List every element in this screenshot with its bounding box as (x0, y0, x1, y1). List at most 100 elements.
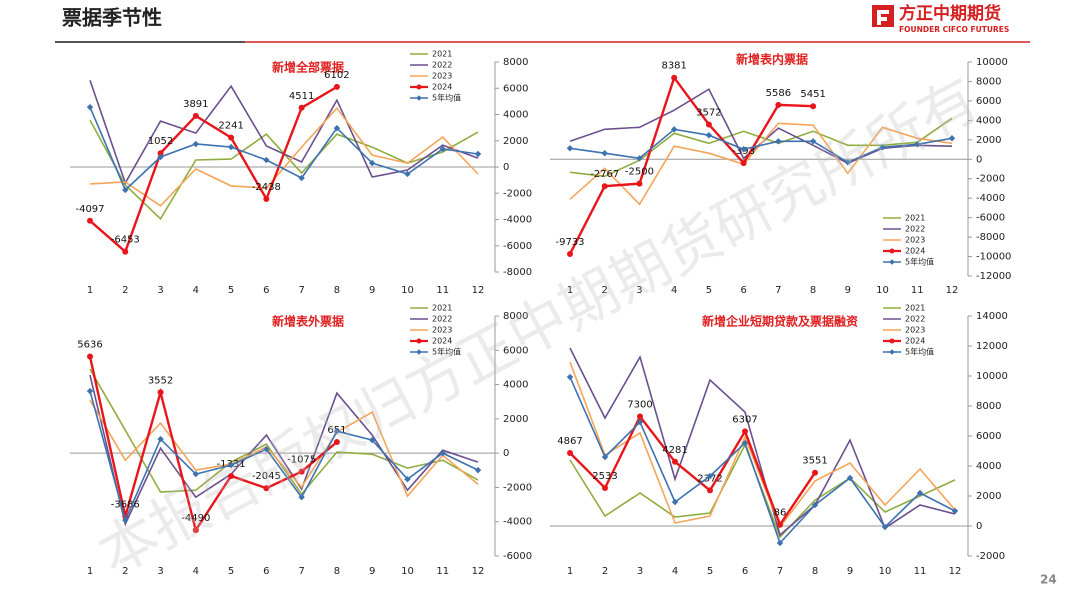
y-tick-label: 8000 (503, 311, 528, 322)
legend-label: 2022 (905, 225, 925, 234)
x-tick-label: 5 (228, 285, 234, 296)
point-2024 (812, 469, 818, 476)
data-label: -4097 (75, 204, 104, 215)
x-tick-label: 8 (810, 285, 816, 296)
data-label: 2241 (218, 121, 243, 132)
data-label: 5586 (766, 88, 791, 99)
chart-title: 新增表内票据 (736, 52, 808, 67)
series-line (569, 361, 956, 529)
x-tick-label: 12 (472, 566, 485, 577)
point-2024 (705, 121, 712, 128)
y-tick-label: -4000 (976, 193, 1005, 204)
x-tick-label: 8 (334, 566, 340, 577)
x-tick-label: 9 (845, 285, 851, 296)
legend-label: 2021 (905, 214, 925, 223)
x-tick-label: 6 (263, 285, 269, 296)
y-tick-label: -6000 (976, 213, 1005, 224)
y-tick-label: 6000 (503, 83, 528, 94)
point-2024 (157, 150, 164, 157)
y-tick-label: 8000 (976, 401, 1001, 412)
point-2024 (87, 353, 93, 360)
data-label: 8381 (661, 61, 686, 72)
point-average (192, 470, 200, 478)
chart: 新增全部票据 -8000 -6000 -4000 -2000 0 2000 4000 6000 8… (70, 50, 532, 296)
x-tick-label: 5 (707, 566, 713, 577)
point-average (671, 498, 679, 506)
legend-label: 2023 (432, 326, 452, 335)
point-2024 (567, 250, 573, 257)
data-label: -9733 (555, 237, 584, 248)
x-tick-label: 12 (946, 285, 959, 296)
x-tick-label: 12 (472, 285, 485, 296)
point-average (263, 446, 270, 453)
legend-marker (889, 259, 895, 265)
point-average (192, 140, 200, 148)
series-line (89, 106, 479, 207)
series-line (569, 376, 956, 545)
data-label: 5451 (800, 89, 825, 100)
series-line (569, 122, 953, 206)
point-average (298, 174, 305, 182)
y-tick-label: 0 (976, 521, 982, 532)
point-average (948, 135, 956, 142)
legend-label: 2022 (432, 315, 452, 324)
y-tick-label: 4000 (503, 380, 528, 391)
x-tick-label: 10 (401, 285, 414, 296)
point-average (227, 143, 235, 151)
point-average (368, 159, 376, 167)
point-2024 (122, 248, 129, 255)
x-tick-label: 4 (671, 285, 677, 296)
x-tick-label: 11 (436, 566, 449, 577)
x-tick-label: 12 (949, 566, 962, 577)
y-tick-label: 14000 (976, 311, 1008, 322)
series-line (89, 368, 479, 496)
x-tick-label: 2 (122, 566, 128, 577)
point-average (951, 507, 959, 515)
x-tick-label: 11 (911, 285, 924, 296)
point-2024 (333, 83, 340, 90)
point-average (439, 449, 446, 457)
data-label: -2438 (252, 182, 281, 193)
chart: 新增表内票据 -12000 -10000 -8000 -6000 -4000 -2000 0 2… (550, 52, 1011, 296)
y-tick-label: -2000 (976, 551, 1005, 562)
legend-label: 5年均值 (432, 347, 461, 357)
data-label: 3551 (802, 456, 827, 467)
x-tick-label: 2 (122, 285, 128, 296)
y-tick-label: 8000 (976, 76, 1001, 87)
point-2024 (263, 485, 270, 492)
point-average (846, 474, 854, 482)
legend-label: 2024 (432, 337, 452, 346)
legend-label: 2024 (905, 247, 925, 256)
legend-label: 5年均值 (905, 347, 934, 357)
data-label: -6453 (111, 235, 140, 246)
series-line (569, 128, 953, 164)
y-tick-label: -4000 (503, 517, 532, 528)
y-tick-label: 10000 (976, 371, 1008, 382)
point-2024 (333, 438, 340, 445)
data-label: 1052 (148, 136, 173, 147)
x-tick-label: 1 (567, 285, 573, 296)
y-tick-label: 12000 (976, 341, 1008, 352)
y-tick-label: 6000 (976, 431, 1001, 442)
point-2024 (810, 103, 817, 110)
data-label: 4281 (662, 445, 687, 456)
x-tick-label: 3 (157, 566, 163, 577)
x-tick-label: 10 (876, 285, 889, 296)
series-line (569, 414, 816, 528)
legend-label: 2022 (432, 61, 452, 70)
data-label: 2533 (592, 471, 617, 482)
legend-label: 2021 (432, 50, 452, 59)
logo-english: FOUNDER CIFCO FUTURES (899, 25, 1009, 34)
point-2024 (707, 487, 713, 494)
x-tick-label: 9 (369, 285, 375, 296)
point-2024 (567, 449, 573, 456)
point-average (706, 472, 714, 480)
chart-title: 新增全部票据 (272, 60, 344, 75)
point-2024 (636, 180, 643, 187)
y-tick-label: 4000 (503, 110, 528, 121)
y-tick-label: 2000 (976, 135, 1001, 146)
series-line (89, 399, 479, 498)
point-2024 (228, 134, 235, 141)
point-2024 (298, 468, 305, 475)
y-tick-label: 6000 (503, 345, 528, 356)
